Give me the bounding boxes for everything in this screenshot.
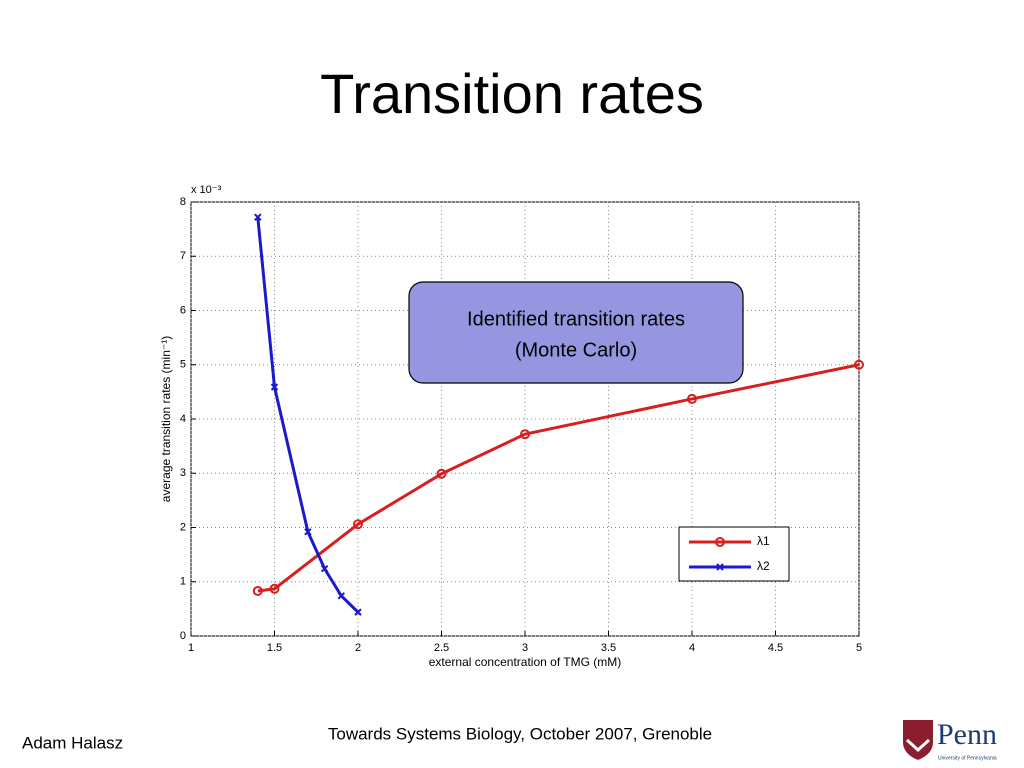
y-axis-label: average transition rates (min⁻¹) <box>159 336 173 502</box>
marker <box>304 528 312 536</box>
annotation-line: Identified transition rates <box>467 308 685 330</box>
y-tick-label: 1 <box>180 576 186 588</box>
logo: Penn University of Pennsylvania <box>903 718 997 761</box>
marker <box>252 585 263 596</box>
marker <box>520 429 530 440</box>
marker <box>353 519 363 530</box>
x-tick-label: 1.5 <box>267 642 282 654</box>
marker <box>254 213 262 221</box>
slide-title: Transition rates <box>320 62 704 125</box>
annotation-line: (Monte Carlo) <box>515 339 637 361</box>
x-tick-label: 2 <box>355 642 361 654</box>
marker <box>436 468 447 479</box>
y-tick-label: 7 <box>180 250 186 262</box>
legend-label: λ2 <box>757 559 770 573</box>
author: Adam Halasz <box>22 733 123 752</box>
marker <box>687 393 697 404</box>
x-tick-label: 2.5 <box>434 642 449 654</box>
marker <box>354 608 362 616</box>
y-tick-label: 0 <box>180 630 186 642</box>
marker <box>715 537 725 547</box>
y-multiplier: x 10⁻³ <box>191 184 222 196</box>
marker <box>854 359 864 370</box>
legend-label: λ1 <box>757 534 770 548</box>
y-tick-label: 3 <box>180 467 186 479</box>
marker <box>270 383 279 391</box>
marker <box>269 583 280 594</box>
x-tick-label: 4.5 <box>768 642 783 654</box>
logo-text: Penn <box>937 718 997 751</box>
x-tick-label: 5 <box>856 642 862 654</box>
annotation-box <box>408 281 744 384</box>
y-tick-label: 5 <box>180 359 186 371</box>
marker <box>320 565 329 573</box>
shield-mark <box>905 738 931 753</box>
x-tick-label: 3 <box>522 642 528 654</box>
y-tick-label: 4 <box>180 413 186 425</box>
legend-box <box>678 526 790 582</box>
footer: Towards Systems Biology, October 2007, G… <box>328 724 712 743</box>
series-line <box>257 363 860 593</box>
y-tick-label: 2 <box>180 521 186 533</box>
y-tick-label: 8 <box>180 196 186 208</box>
shield <box>903 720 933 760</box>
x-tick-label: 1 <box>188 642 194 654</box>
marker <box>716 563 724 571</box>
y-tick-label: 6 <box>180 304 186 316</box>
x-axis-label: external concentration of TMG (mM) <box>429 655 622 669</box>
logo-sub: University of Pennsylvania <box>938 755 997 761</box>
x-tick-label: 4 <box>689 642 695 654</box>
marker <box>337 592 346 600</box>
x-tick-label: 3.5 <box>601 642 616 654</box>
